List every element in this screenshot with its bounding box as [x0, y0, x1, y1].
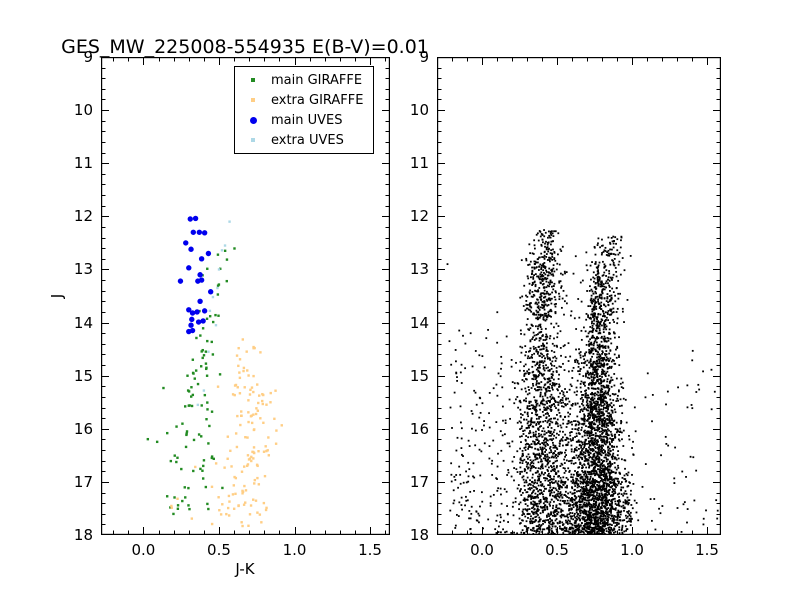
legend: main GIRAFFE extra GIRAFFE main UVES extra …: [234, 66, 374, 154]
y-tick-label: 10: [73, 101, 93, 120]
y-tick-label: 17: [409, 472, 429, 491]
y-tick-label: 14: [73, 313, 93, 332]
right-scatter-panel: [437, 57, 721, 535]
y-tick-label: 17: [73, 472, 93, 491]
legend-label: main UVES: [271, 112, 343, 128]
legend-label: extra UVES: [271, 132, 344, 148]
legend-label: extra GIRAFFE: [271, 92, 364, 108]
legend-marker-cell: [235, 138, 271, 142]
x-tick-label: 1.0: [620, 541, 644, 559]
legend-marker-cell: [235, 98, 271, 102]
legend-label: main GIRAFFE: [271, 72, 363, 88]
y-tick-label: 15: [73, 366, 93, 385]
x-tick-label: 1.5: [358, 541, 382, 559]
main-uves-marker-icon: [249, 116, 257, 124]
extra-giraffe-marker-icon: [251, 98, 255, 102]
legend-item: main UVES: [235, 110, 373, 130]
x-tick-label: 1.0: [282, 541, 307, 559]
y-tick-label: 13: [409, 260, 429, 279]
y-tick-label: 9: [83, 48, 93, 66]
y-axis-label: J: [48, 293, 66, 299]
y-tick-label: 14: [409, 313, 429, 332]
y-tick-label: 13: [73, 260, 93, 279]
y-tick-label: 11: [409, 154, 429, 173]
y-tick-label: 12: [409, 207, 429, 226]
x-axis-label: J-K: [235, 560, 255, 578]
y-tick-label: 16: [73, 419, 93, 438]
extra-uves-marker-icon: [251, 138, 255, 142]
figure-title: GES_MW_225008-554935 E(B-V)=0.01: [61, 36, 429, 58]
main-giraffe-marker-icon: [251, 78, 255, 82]
right-panel-canvas: [437, 57, 721, 535]
x-tick-label: 0.5: [207, 541, 231, 559]
x-tick-label: 0.0: [131, 541, 156, 559]
y-tick-label: 10: [409, 101, 429, 120]
legend-marker-cell: [235, 116, 271, 124]
y-tick-label: 18: [409, 526, 429, 544]
y-tick-label: 16: [409, 419, 429, 438]
x-tick-label: 0.0: [470, 541, 494, 559]
legend-marker-cell: [235, 78, 271, 82]
legend-item: extra UVES: [235, 130, 373, 150]
y-tick-label: 15: [409, 366, 429, 385]
legend-item: extra GIRAFFE: [235, 90, 373, 110]
y-tick-label: 11: [73, 154, 93, 173]
x-tick-label: 1.5: [695, 541, 719, 559]
x-tick-label: 0.5: [545, 541, 569, 559]
y-tick-label: 9: [419, 48, 429, 66]
y-tick-label: 12: [73, 207, 93, 226]
y-tick-label: 18: [73, 526, 93, 544]
legend-item: main GIRAFFE: [235, 70, 373, 90]
